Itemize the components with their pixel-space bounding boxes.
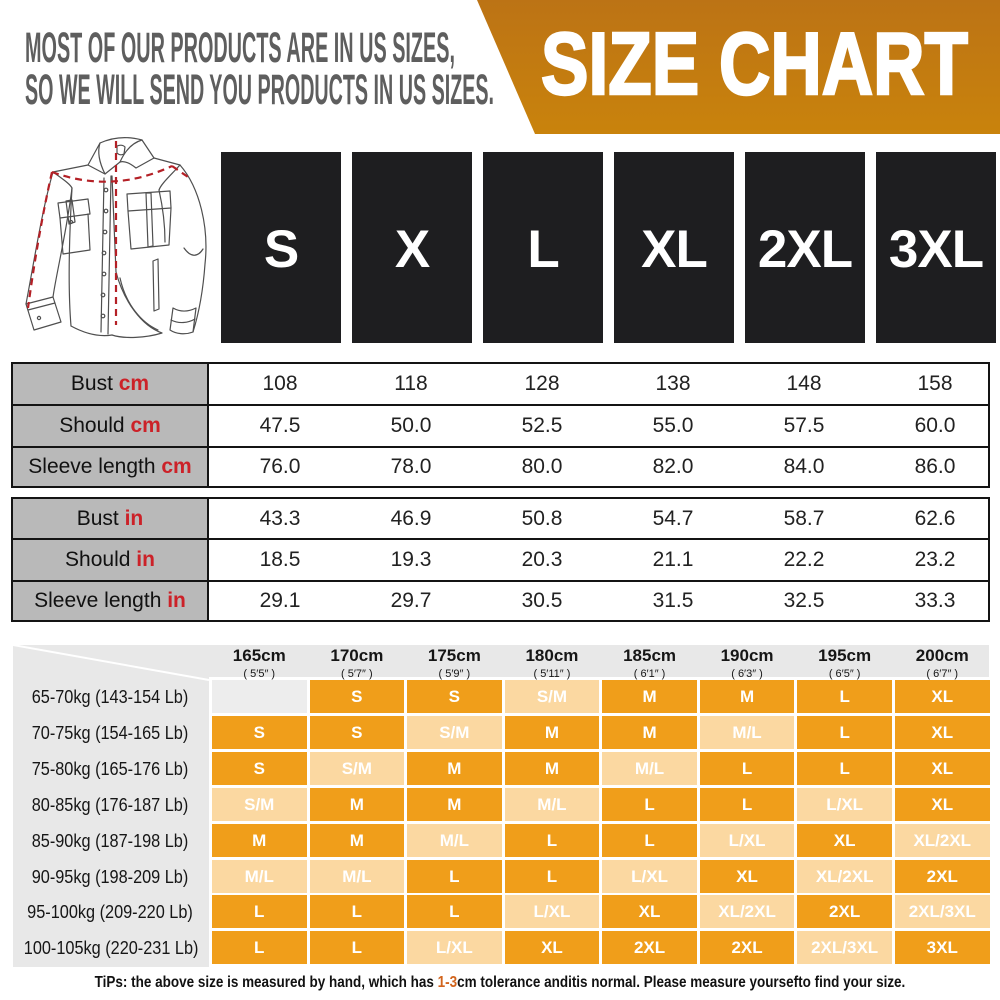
svg-text:SIZE CHART: SIZE CHART [541,14,968,113]
svg-text:MOST OF OUR PRODUCTS ARE IN US: MOST OF OUR PRODUCTS ARE IN US SIZES, [25,25,455,72]
svg-text:SO WE WILL SEND YOU PRODUCTS I: SO WE WILL SEND YOU PRODUCTS IN US SIZES… [25,67,494,114]
